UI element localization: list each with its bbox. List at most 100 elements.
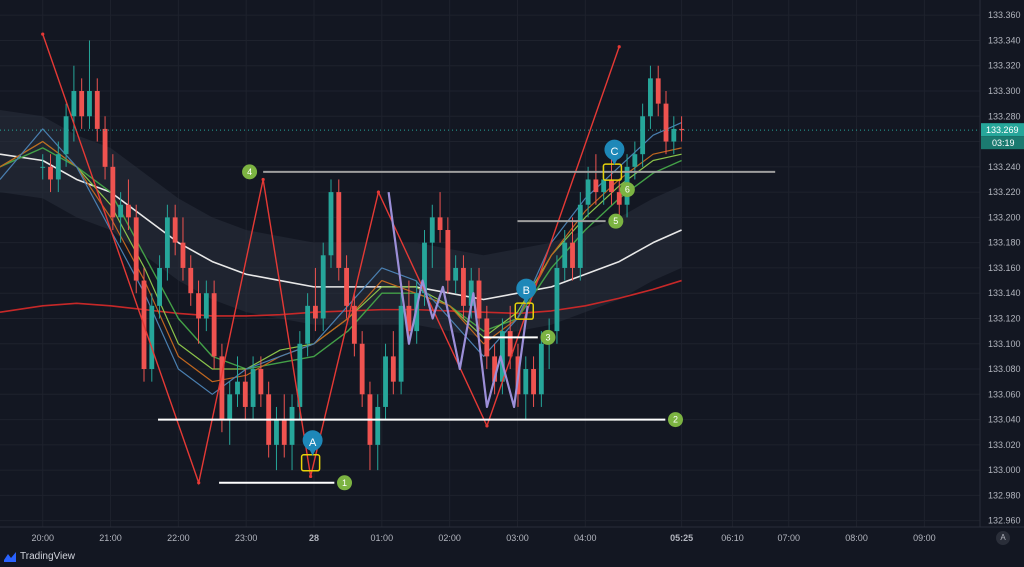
- candle-body[interactable]: [133, 217, 139, 281]
- candle-body[interactable]: [274, 419, 279, 445]
- candle-body[interactable]: [383, 356, 388, 407]
- candle-body[interactable]: [219, 356, 225, 420]
- candle-body[interactable]: [211, 293, 217, 357]
- candle-body[interactable]: [320, 255, 326, 319]
- candle-body[interactable]: [344, 267, 349, 306]
- candle-body[interactable]: [40, 166, 46, 168]
- price-axis[interactable]: 133.360 133.340 133.320 133.300 133.280 133.2…: [0, 0, 1024, 527]
- candle-body[interactable]: [118, 204, 124, 218]
- level-marker-label: 2: [673, 415, 678, 425]
- candle-body[interactable]: [445, 230, 451, 281]
- candle-body[interactable]: [655, 78, 661, 104]
- candle-body[interactable]: [180, 242, 186, 268]
- pattern-point-marker: [303, 432, 322, 451]
- candle-body[interactable]: [663, 103, 669, 142]
- candle-body[interactable]: [359, 343, 365, 395]
- price-tick-label: 133.140: [988, 288, 1021, 298]
- candle-body[interactable]: [453, 267, 459, 281]
- candle-body[interactable]: [476, 280, 482, 319]
- candle-body[interactable]: [492, 356, 498, 382]
- candle-body[interactable]: [102, 128, 108, 167]
- countdown-label: 03:19: [992, 138, 1015, 148]
- candle-body[interactable]: [242, 381, 248, 407]
- candle-body[interactable]: [250, 369, 256, 407]
- pattern-point-box: [602, 163, 623, 181]
- candle-body[interactable]: [671, 128, 677, 142]
- candle-body[interactable]: [461, 267, 466, 306]
- candle-body[interactable]: [79, 90, 85, 117]
- candle-body[interactable]: [507, 331, 513, 357]
- pattern-point-label: C: [610, 146, 618, 158]
- candle-body[interactable]: [289, 406, 295, 445]
- candle-body[interactable]: [203, 293, 209, 319]
- level-lines: 1 2 3 5 6 4: [158, 164, 776, 491]
- candle-body[interactable]: [422, 242, 427, 294]
- candle-body[interactable]: [406, 305, 412, 332]
- candle-body[interactable]: [328, 192, 334, 256]
- auto-scale-button[interactable]: A: [996, 531, 1010, 545]
- candle-body[interactable]: [585, 179, 591, 205]
- candle-body[interactable]: [196, 293, 201, 319]
- candle-body[interactable]: [390, 356, 396, 382]
- candle-body[interactable]: [227, 394, 233, 420]
- candle-body[interactable]: [577, 204, 583, 268]
- tradingview-brand[interactable]: TradingView: [4, 551, 75, 562]
- pattern-point-box: [514, 302, 534, 320]
- candle-body[interactable]: [71, 90, 77, 117]
- pattern-point-marker: [605, 142, 624, 161]
- zigzag-pivot: [617, 45, 621, 49]
- time-axis[interactable]: 20:00 21:00 22:00 23:00 28 01:00 02:00 03:00 04:…: [0, 526, 1024, 543]
- candle-body[interactable]: [172, 217, 178, 243]
- candle-body[interactable]: [538, 343, 544, 395]
- price-tick-label: 133.240: [988, 162, 1021, 172]
- candle-body[interactable]: [562, 242, 568, 268]
- candle-body[interactable]: [188, 267, 194, 294]
- candle-body[interactable]: [640, 116, 646, 155]
- candle-body[interactable]: [55, 154, 61, 180]
- time-tick-label: 03:00: [506, 533, 529, 543]
- price-tick-label: 133.320: [988, 61, 1021, 71]
- candle-body[interactable]: [616, 192, 622, 205]
- candle-body[interactable]: [305, 305, 311, 344]
- candle-body[interactable]: [523, 369, 529, 395]
- moving-average-line: [0, 122, 682, 395]
- brand-name: TradingView: [20, 551, 76, 562]
- candle-body[interactable]: [570, 242, 575, 268]
- candle-body[interactable]: [235, 381, 240, 395]
- candle-body[interactable]: [297, 343, 303, 407]
- candle-body[interactable]: [281, 419, 287, 445]
- candle-body[interactable]: [312, 305, 318, 319]
- candle-body[interactable]: [632, 154, 638, 167]
- candle-body[interactable]: [157, 267, 163, 306]
- current-price-tag[interactable]: [981, 123, 1024, 137]
- candle-body[interactable]: [149, 305, 155, 370]
- candle-body[interactable]: [48, 166, 53, 180]
- candle-body[interactable]: [94, 90, 100, 129]
- level-marker-label: 3: [545, 332, 550, 342]
- candle-body[interactable]: [429, 217, 435, 243]
- candle-body[interactable]: [126, 204, 131, 218]
- candle-body[interactable]: [468, 280, 474, 306]
- candle-body[interactable]: [398, 305, 404, 382]
- candle-body[interactable]: [499, 331, 505, 382]
- zigzag-pivot: [41, 32, 45, 36]
- candle-body[interactable]: [554, 267, 560, 332]
- candle-body[interactable]: [609, 179, 614, 193]
- current-price-label: 133.269: [986, 125, 1019, 135]
- price-tick-label: 133.040: [988, 415, 1021, 425]
- candle-body[interactable]: [336, 192, 342, 268]
- candle-body[interactable]: [531, 369, 536, 395]
- candle-body[interactable]: [110, 166, 116, 218]
- candle-body[interactable]: [87, 90, 92, 117]
- candle-body[interactable]: [63, 116, 69, 155]
- candle-body[interactable]: [601, 179, 607, 193]
- candle-body[interactable]: [351, 305, 357, 344]
- candle-body[interactable]: [648, 78, 653, 117]
- candle-body[interactable]: [164, 217, 170, 268]
- candle-body[interactable]: [437, 217, 443, 231]
- candle-body[interactable]: [593, 179, 599, 193]
- candle-body[interactable]: [679, 128, 685, 131]
- candle-body[interactable]: [258, 369, 264, 395]
- candle-body[interactable]: [375, 406, 381, 445]
